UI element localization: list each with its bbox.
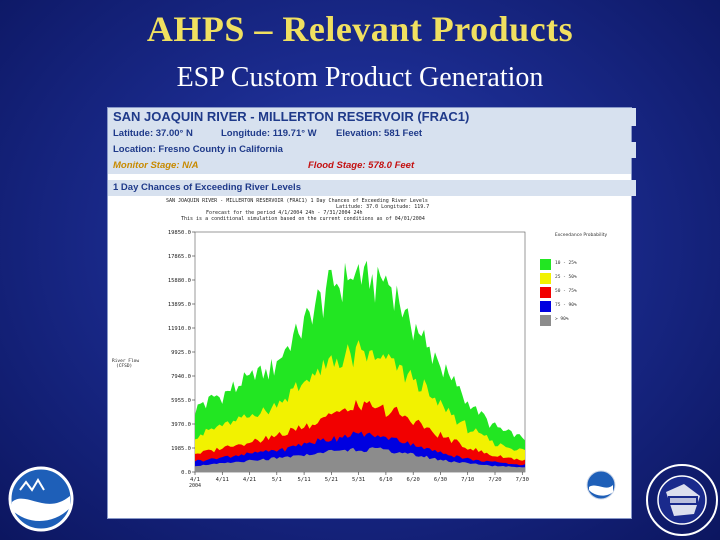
legend-swatch: [540, 273, 551, 284]
stage-row: Monitor Stage: N/A Flood Stage: 578.0 Fe…: [108, 158, 631, 174]
plot-info: SAN JOAQUIN RIVER - MILLERTON RESERVOIR …: [166, 198, 429, 222]
y-tick-label: 5955.0: [171, 398, 191, 404]
exceedance-chart: 19850.0 17865.0 15880.0 13895.0 11910.0 9925.…: [168, 230, 529, 489]
x-tick-label: 5/31: [352, 477, 365, 483]
location-label: Location: Fresno County in California: [108, 142, 636, 158]
legend-label: > 90%: [555, 317, 569, 322]
y-tick-label: 7940.0: [171, 374, 191, 380]
x-tick-label: 5/21: [325, 477, 338, 483]
y-axis-label-line: (CFSD): [116, 364, 133, 369]
plot-info-line: SAN JOAQUIN RIVER - MILLERTON RESERVOIR …: [166, 198, 428, 204]
x-start-year: 2004: [189, 483, 201, 489]
x-tick-label: 7/30: [516, 477, 529, 483]
x-tick-label: 4/21: [243, 477, 256, 483]
x-tick-label: 7/10: [461, 477, 474, 483]
monitor-stage-label: Monitor Stage: N/A: [113, 160, 199, 171]
x-tick-label: 6/20: [407, 477, 420, 483]
y-tick-label: 1985.0: [171, 446, 191, 452]
noaa-logo: [8, 466, 74, 532]
y-tick-label: 17865.0: [168, 254, 191, 260]
legend-label: 25 - 50%: [555, 275, 577, 280]
noaa-logo-small: [586, 470, 616, 500]
plot-info-line: Forecast for the period 4/1/2004 24h - 7…: [206, 210, 363, 216]
y-tick-label: 0.0: [181, 470, 191, 476]
y-tick-label: 11910.0: [168, 326, 191, 332]
legend-swatch: [540, 301, 551, 312]
plot-info-line: Latitude: 37.0 Longitude: 119.7: [336, 204, 430, 210]
header-separator: [108, 174, 631, 180]
y-tick-label: 15880.0: [168, 278, 191, 284]
station-title: SAN JOAQUIN RIVER - MILLERTON RESERVOIR …: [108, 108, 636, 126]
legend-label: 50 - 75%: [555, 289, 577, 294]
product-title: 1 Day Chances of Exceeding River Levels: [108, 180, 636, 196]
y-tick-label: 13895.0: [168, 302, 191, 308]
station-coordinates: Latitude: 37.00° N Longitude: 119.71° W …: [108, 126, 631, 142]
x-tick-label: 4/11: [216, 477, 229, 483]
elevation-label: Elevation: 581 Feet: [336, 128, 423, 139]
y-axis-label: River Flow (CFSD): [112, 359, 139, 369]
legend-label: 10 - 25%: [555, 261, 577, 266]
flood-stage-label: Flood Stage: 578.0 Feet: [308, 160, 415, 171]
plot-info-line: This is a conditional simulation based o…: [181, 216, 425, 222]
longitude-label: Longitude: 119.71° W: [221, 128, 317, 139]
x-tick-label: 6/30: [434, 477, 447, 483]
legend-swatch: [540, 287, 551, 298]
x-tick-label: 6/10: [379, 477, 392, 483]
x-tick-label: 5/1: [272, 477, 282, 483]
legend-label: 75 - 90%: [555, 303, 577, 308]
legend-title: Exceedance Probability: [554, 233, 608, 238]
x-tick-label: 5/11: [297, 477, 310, 483]
slide-title: AHPS – Relevant Products: [146, 9, 574, 49]
series-area: [195, 447, 525, 472]
y-axis-label-line: River Flow: [112, 359, 140, 364]
legend-swatch: [540, 315, 551, 326]
y-tick-label: 19850.0: [168, 230, 191, 236]
legend-swatch: [540, 259, 551, 270]
y-tick-label: 3970.0: [171, 422, 191, 428]
latitude-label: Latitude: 37.00° N: [113, 128, 193, 139]
y-tick-label: 9925.0: [171, 350, 191, 356]
slide-subtitle: ESP Custom Product Generation: [176, 62, 544, 93]
x-tick-label: 7/20: [488, 477, 501, 483]
nws-logo: [646, 464, 718, 536]
x-tick-label: 4/1: [190, 477, 200, 483]
forecast-panel: SAN JOAQUIN RIVER - MILLERTON RESERVOIR …: [107, 107, 636, 519]
